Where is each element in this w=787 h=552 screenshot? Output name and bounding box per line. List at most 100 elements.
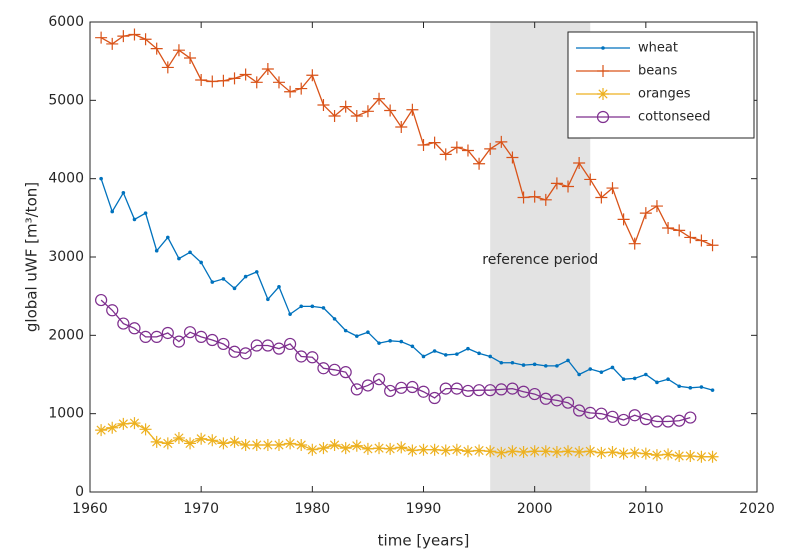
data-point [555,364,559,368]
data-point [695,450,708,463]
data-point [373,92,386,105]
data-point [644,372,648,377]
data-point [662,448,675,461]
data-point [584,173,597,186]
data-point [310,304,315,309]
data-point [228,72,241,85]
data-point [128,322,141,335]
data-point [628,237,641,250]
data-point [562,180,575,193]
y-axis-label: global uWF [m³/ton] [23,182,41,332]
legend-label: oranges [638,87,691,102]
data-point [539,193,552,206]
data-point [232,286,237,291]
data-point [684,231,697,244]
data-point [266,297,270,302]
data-point [477,351,481,356]
x-tick-label: 2010 [628,501,664,517]
data-point [95,31,108,44]
data-point [172,335,186,348]
data-point [606,182,619,195]
data-point [143,211,148,215]
legend-marker [597,65,609,77]
data-point [595,446,608,459]
data-point [328,110,341,122]
data-point [139,33,152,46]
data-point [128,28,141,41]
data-point [399,339,404,344]
data-point [517,446,530,459]
data-point [439,444,452,457]
data-point [550,446,563,459]
data-point [206,333,219,347]
data-point [361,442,374,455]
data-point [506,151,519,164]
data-point [384,442,397,455]
data-point [106,37,119,50]
data-point [550,177,563,190]
data-point [628,446,641,459]
data-point [673,449,686,462]
data-point [410,344,415,349]
data-point [343,328,348,333]
data-point [250,76,263,89]
data-point [261,63,274,75]
data-point [295,439,308,451]
data-point [228,435,241,448]
data-point [332,317,337,321]
data-point [606,446,619,459]
data-point [184,437,197,450]
data-point [306,443,319,456]
data-point [528,445,541,458]
data-point [284,337,297,351]
data-point [439,148,452,161]
data-point [450,443,463,456]
data-point [484,445,497,458]
series-line [100,178,713,391]
data-point [395,120,408,133]
data-point [655,380,659,385]
data-point [521,363,526,367]
data-point [261,339,274,352]
data-point [562,445,575,458]
data-point [339,100,352,113]
data-point [428,391,441,405]
data-point [384,104,397,117]
data-point [161,61,174,74]
data-point [473,157,486,170]
data-point [239,347,252,360]
data-point [306,351,319,364]
data-point [577,372,581,377]
data-point [277,284,281,289]
data-point [639,207,652,220]
data-point [506,382,519,395]
data-point [243,274,248,279]
data-point [606,410,619,423]
data-point [377,341,381,345]
data-point [95,424,108,437]
data-point [699,385,704,389]
x-tick-label: 2020 [739,501,775,517]
data-point [221,277,226,281]
data-point [117,417,130,430]
data-point [295,82,308,95]
data-point [573,157,586,169]
data-point [495,135,508,148]
y-tick-label: 3000 [48,249,84,265]
legend: wheat beans oranges cottonseed [567,31,755,139]
data-point [284,437,297,450]
data-point [172,431,185,444]
data-point [517,191,530,204]
data-point [617,413,630,427]
data-point [206,434,219,447]
data-point [395,441,408,454]
data-point [510,360,515,365]
data-point [617,213,630,226]
data-point [361,379,375,392]
data-point [121,190,126,195]
data-point [150,42,163,55]
data-point [195,73,208,86]
data-point [632,376,637,381]
data-point [183,326,197,339]
data-point [706,450,719,463]
